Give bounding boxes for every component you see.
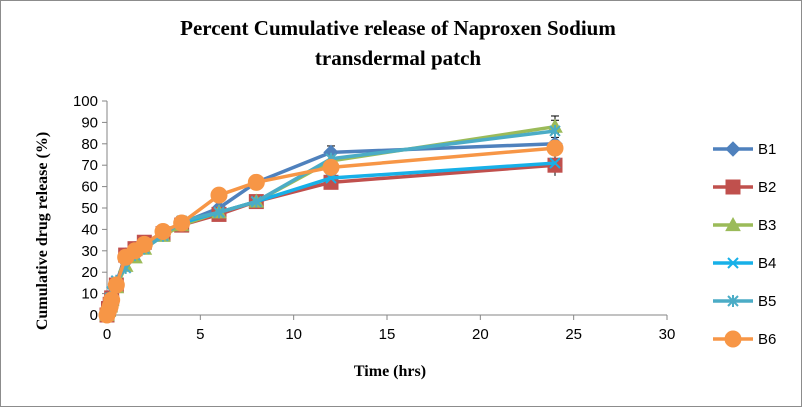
chart-title-line2: transdermal patch — [315, 46, 482, 70]
x-tick-label: 30 — [659, 326, 676, 343]
data-point-b6 — [247, 173, 265, 191]
y-tick-label: 20 — [81, 264, 98, 281]
data-point-b5 — [213, 206, 225, 219]
data-point-b6 — [135, 235, 153, 253]
y-tick-label: 40 — [81, 221, 98, 238]
y-tick-label: 10 — [81, 286, 98, 303]
y-tick-label: 100 — [73, 93, 98, 110]
data-point-b6 — [546, 139, 564, 157]
legend-marker — [725, 179, 741, 195]
plot-area: 0 10 20 30 40 50 60 70 80 90 100 0 5 10 15 20 25 30 — [73, 93, 675, 343]
x-tick-label: 20 — [472, 326, 489, 343]
y-axis-title: Cumulative drug release (%) — [34, 132, 51, 330]
legend-item-b5: B5 — [713, 293, 776, 310]
y-tick-label: 70 — [81, 157, 98, 174]
legend-label: B5 — [758, 293, 776, 310]
legend-marker — [725, 141, 741, 157]
y-tick-label: 80 — [81, 136, 98, 153]
data-point-b6 — [173, 214, 191, 232]
x-tick-label: 15 — [379, 326, 396, 343]
legend-item-b6: B6 — [713, 330, 776, 348]
chart-title-line1: Percent Cumulative release of Naproxen S… — [180, 16, 616, 40]
data-point-b5 — [250, 195, 263, 208]
y-tick-label: 90 — [81, 114, 98, 131]
legend: B1 B2 B3 B4 B5 B6 — [713, 141, 776, 348]
y-tick-label: 60 — [81, 179, 98, 196]
legend-label: B1 — [758, 141, 776, 158]
legend-label: B3 — [758, 217, 776, 234]
data-point-b6 — [107, 276, 125, 294]
legend-label: B6 — [758, 331, 776, 348]
legend-item-b2: B2 — [713, 179, 776, 196]
data-point-b5 — [549, 124, 561, 137]
legend-item-b3: B3 — [713, 216, 776, 234]
data-point-b4 — [549, 157, 561, 169]
x-axis-title: Time (hrs) — [354, 363, 426, 380]
legend-label: B2 — [758, 179, 776, 196]
legend-marker — [725, 216, 741, 232]
series-b6 — [98, 139, 564, 324]
x-tick-label: 0 — [103, 326, 111, 343]
y-tick-label: 30 — [81, 243, 98, 260]
y-tick-label: 0 — [90, 307, 98, 324]
legend-marker — [727, 295, 739, 307]
legend-marker — [727, 257, 739, 269]
data-point-b6 — [103, 291, 121, 309]
legend-item-b1: B1 — [713, 141, 776, 158]
legend-item-b4: B4 — [713, 255, 776, 272]
data-point-b6 — [322, 158, 340, 176]
legend-marker — [724, 330, 742, 348]
data-point-b6 — [154, 223, 172, 241]
data-point-b6 — [210, 186, 228, 204]
x-tick-label: 10 — [285, 326, 302, 343]
y-tick-label: 50 — [81, 200, 98, 217]
data-point-b2 — [547, 157, 563, 173]
x-tick-label: 5 — [196, 326, 204, 343]
legend-label: B4 — [758, 255, 776, 272]
x-tick-label: 25 — [565, 326, 582, 343]
